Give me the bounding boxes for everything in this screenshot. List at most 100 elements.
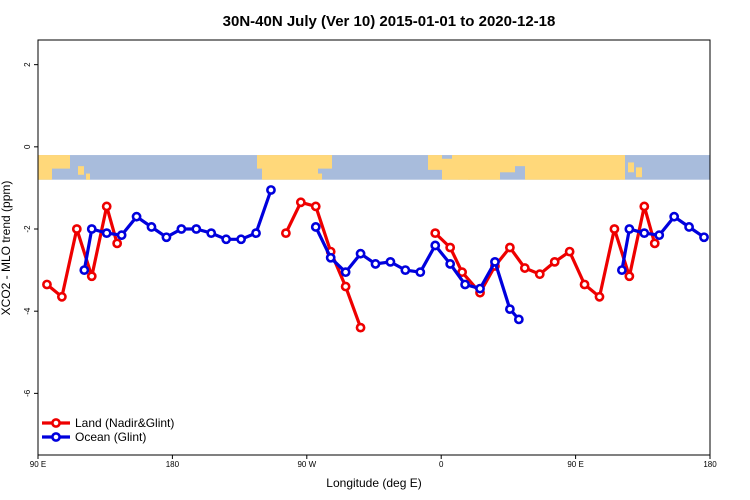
data-point xyxy=(684,222,694,232)
data-point xyxy=(624,271,635,282)
map-land xyxy=(257,155,332,169)
data-point xyxy=(564,246,575,257)
series-line xyxy=(284,200,363,329)
y-tick-label: -4 xyxy=(23,307,32,315)
data-point xyxy=(519,263,530,273)
data-point xyxy=(370,259,381,269)
data-point xyxy=(42,279,52,290)
data-point xyxy=(86,224,97,234)
data-point xyxy=(79,265,90,275)
data-point xyxy=(56,291,67,302)
x-tick-label: 0 xyxy=(439,460,444,469)
data-point xyxy=(280,228,291,239)
data-point xyxy=(310,222,321,232)
data-point xyxy=(549,256,560,267)
data-point xyxy=(490,256,500,267)
data-point xyxy=(475,283,485,294)
data-point xyxy=(340,267,351,278)
data-point xyxy=(504,304,515,315)
data-point xyxy=(457,267,468,278)
data-point xyxy=(355,248,366,259)
x-axis-label: Longitude (deg E) xyxy=(326,476,421,490)
y-axis: 2 0 -2 -4 -6 xyxy=(23,62,38,397)
series-line xyxy=(434,204,657,299)
data-point xyxy=(430,228,441,239)
data-point xyxy=(654,230,665,241)
data-point xyxy=(131,211,142,222)
data-point xyxy=(639,201,650,212)
x-tick-label: 90 W xyxy=(297,460,316,469)
chart-title: 30N-40N July (Ver 10) 2015-01-01 to 2020… xyxy=(223,13,556,30)
data-point xyxy=(206,228,217,239)
data-point xyxy=(609,224,620,234)
data-point xyxy=(445,259,456,269)
data-point xyxy=(236,234,246,245)
data-point xyxy=(355,322,366,333)
x-tick-label: 180 xyxy=(703,460,717,469)
map-land xyxy=(468,164,500,180)
data-point xyxy=(191,224,202,234)
legend-swatch-marker xyxy=(51,432,61,442)
data-point xyxy=(325,252,336,263)
data-point xyxy=(616,265,627,275)
data-point xyxy=(340,281,351,292)
data-point xyxy=(639,228,650,239)
data-point xyxy=(116,230,127,241)
data-point xyxy=(415,267,426,278)
data-point xyxy=(430,240,441,251)
data-point xyxy=(101,228,112,239)
data-point xyxy=(445,242,456,253)
y-axis-label: XCO2 - MLO trend (ppm) xyxy=(0,181,13,316)
data-point xyxy=(86,271,97,282)
series-line xyxy=(45,204,119,299)
data-point xyxy=(146,222,157,232)
data-point xyxy=(310,201,321,212)
data-point xyxy=(400,265,411,275)
data-point xyxy=(669,211,680,222)
data-point xyxy=(699,232,709,243)
x-tick-label: 90 E xyxy=(30,460,46,469)
x-tick-label: 90 E xyxy=(567,460,583,469)
data-point xyxy=(176,224,187,234)
map-land xyxy=(262,167,318,180)
y-tick-label: -2 xyxy=(23,225,32,233)
map-land xyxy=(78,166,84,175)
map-land xyxy=(316,173,322,180)
data-point xyxy=(221,234,232,245)
legend-label: Ocean (Glint) xyxy=(75,430,146,444)
data-point xyxy=(460,279,470,290)
map-land xyxy=(636,167,642,178)
series-ocean xyxy=(79,185,709,325)
map-land xyxy=(628,162,634,173)
x-axis: 90 E 180 90 W 0 90 E 180 xyxy=(30,455,717,469)
map-land xyxy=(515,155,525,162)
data-point xyxy=(266,185,276,195)
data-point xyxy=(624,224,635,234)
legend-entry: Ocean (Glint) xyxy=(42,430,146,444)
data-point xyxy=(579,279,590,290)
map-land xyxy=(560,169,620,180)
data-point xyxy=(534,269,545,280)
map-land xyxy=(86,173,90,180)
series-layer xyxy=(42,185,709,333)
data-point xyxy=(649,238,660,249)
world-map-band xyxy=(38,155,710,180)
y-tick-label: 2 xyxy=(23,62,32,67)
data-point xyxy=(295,197,306,208)
data-point xyxy=(112,238,123,249)
legend-label: Land (Nadir&Glint) xyxy=(75,416,174,430)
data-point xyxy=(385,256,396,267)
legend-entry: Land (Nadir&Glint) xyxy=(42,416,174,430)
map-land xyxy=(495,163,515,173)
plot-frame xyxy=(37,39,711,456)
y-tick-label: -6 xyxy=(23,389,32,397)
data-point xyxy=(71,224,82,234)
x-tick-label: 180 xyxy=(166,460,180,469)
data-point xyxy=(594,291,605,302)
data-point xyxy=(251,228,261,239)
map-land xyxy=(52,155,70,169)
data-point xyxy=(504,242,515,253)
legend: Land (Nadir&Glint)Ocean (Glint) xyxy=(42,416,174,444)
legend-swatch-marker xyxy=(51,418,61,428)
